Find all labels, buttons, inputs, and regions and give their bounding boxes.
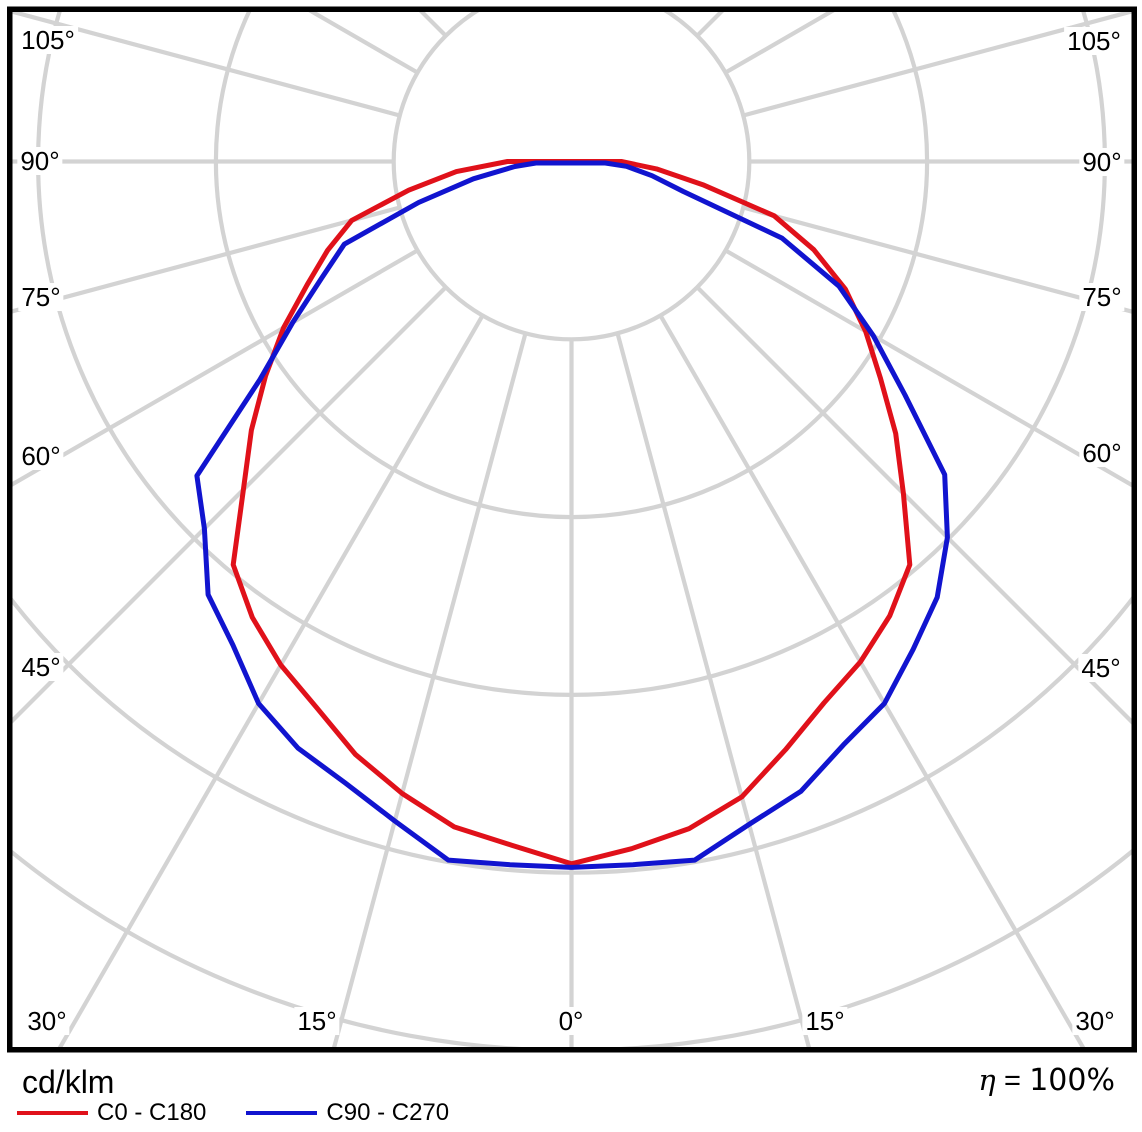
grid-ray [660,0,1142,8]
grid-ray [615,332,812,1050]
plot-border [7,6,1137,1053]
eta-symbol: η [978,1063,996,1097]
curves [194,159,950,870]
grid-ray [9,205,401,315]
legend: C0 - C180 C90 - C270 [17,1099,489,1126]
grid-ray [0,0,483,8]
angle-label-left-75: 75° [18,283,64,311]
angle-label-right-60: 60° [1079,439,1125,467]
angle-label-right-90: 90° [1079,148,1125,176]
legend-label-c0-c180: C0 - C180 [97,1099,207,1126]
angle-label-right-45: 45° [1078,654,1124,682]
grid-ray [9,248,419,489]
angle-label-bottom-30: 30° [1072,1007,1118,1035]
grid-ray [724,248,1135,489]
curve-C90-C270 [194,160,950,870]
legend-swatch-c90-c270 [246,1110,318,1116]
efficiency-label: η = 100% [978,1066,1115,1096]
grid-ray [742,205,1135,315]
angle-label-left-90: 90° [17,147,63,175]
angle-label-left-60: 60° [18,442,64,470]
grid-ray [695,285,1135,728]
grid-ring [9,592,1135,875]
angle-label-bottom-30: 30° [24,1007,70,1035]
eta-equals: = [1003,1065,1021,1097]
grid-ray [9,285,448,727]
legend-swatch-c0-c180 [17,1110,88,1116]
angle-label-right-75: 75° [1079,283,1125,311]
angle-label-right-105: 105° [1064,27,1124,55]
grid-ring [391,9,752,342]
grid-ring [213,9,930,520]
angle-label-left-105: 105° [18,26,78,54]
grid-ray [331,332,528,1050]
angle-label-bottom-15: 15° [294,1007,340,1035]
angle-label-left-45: 45° [18,653,64,681]
eta-value: 100% [1029,1063,1115,1098]
grid-ray [9,9,401,118]
grid-ray [742,9,1135,118]
grid-ray [56,314,485,1050]
angle-label-bottom-15: 15° [802,1007,848,1035]
angle-label-bottom-0: 0° [555,1007,587,1035]
legend-label-c90-c270: C90 - C270 [326,1099,450,1126]
units-label: cd/klm [22,1064,115,1100]
grid-ray [658,314,1087,1050]
